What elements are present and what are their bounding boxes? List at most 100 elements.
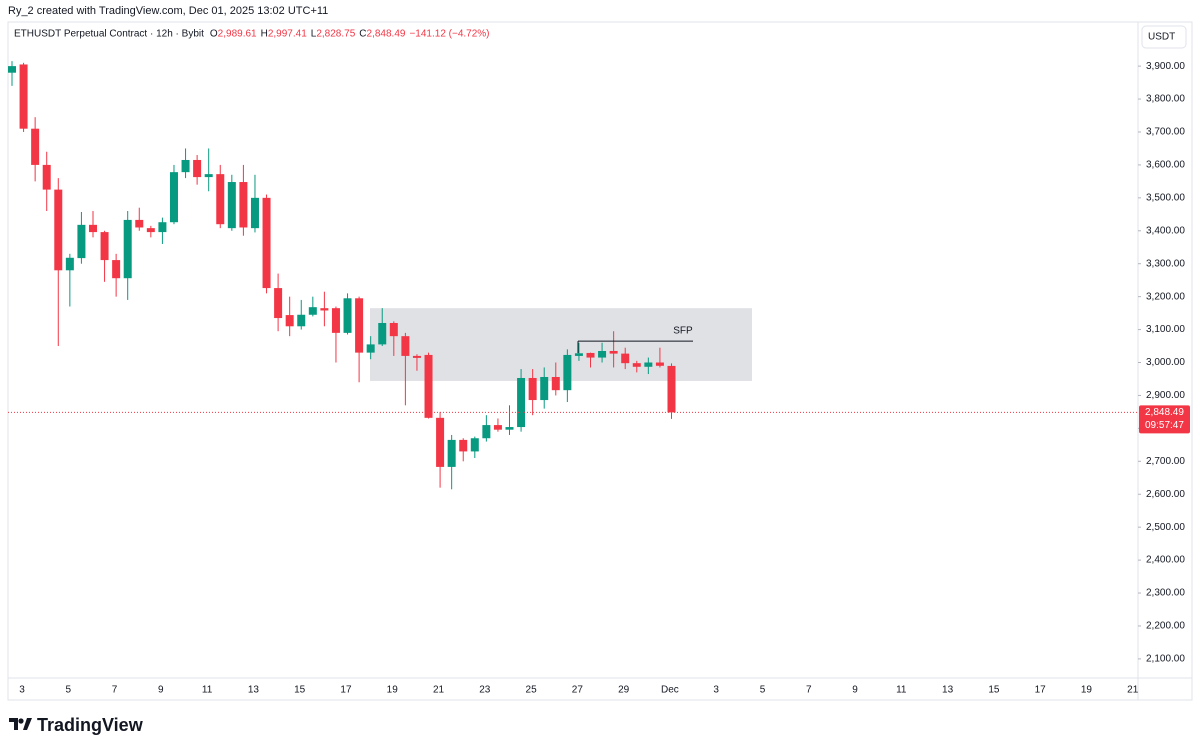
legend-value: 2,828.75 [316,29,355,40]
candle-body [401,336,410,356]
candle-body [193,159,202,178]
x-tick-label: 9 [158,685,164,696]
sfp-label: SFP [673,326,693,337]
candle-body [343,298,352,333]
candle-body [239,182,248,228]
x-tick-label: 23 [479,685,491,696]
candle-body [447,439,456,467]
y-tick-label: 2,300.00 [1146,588,1185,599]
candle-body [297,314,306,327]
candle-body [227,182,236,229]
price-tag-label: 2,848.49 [1145,407,1184,418]
candle-body [598,350,607,358]
countdown: 09:57:47 [1145,420,1184,431]
y-tick-label: 2,500.00 [1146,522,1185,533]
logo-icon [9,718,32,730]
candle-body [667,365,676,413]
legend-value: 2,989.61 [218,29,257,40]
candle-body [8,66,16,73]
candle-body [77,224,86,259]
candle-body [470,438,479,452]
y-tick-label: 2,900.00 [1146,390,1185,401]
y-tick-label: 3,300.00 [1146,258,1185,269]
symbol: ETHUSDT Perpetual Contract · 12h · Bybit [14,29,204,40]
y-tick-label: 3,500.00 [1146,192,1185,203]
candle-body [123,219,132,279]
price-tag [1139,405,1190,434]
x-tick-label: 5 [65,685,71,696]
candle-body [19,64,28,129]
legend-key: C [359,29,366,40]
x-tick-label: 15 [988,685,1000,696]
x-tick-label: 3 [713,685,719,696]
legend-key: H [261,29,268,40]
y-tick-label: 3,600.00 [1146,160,1185,171]
y-tick-label: 3,000.00 [1146,357,1185,368]
x-tick-label: 17 [1035,685,1047,696]
candle-body [528,377,537,401]
candle-body [551,376,560,391]
candle-body [505,427,514,430]
y-tick-label: 2,400.00 [1146,555,1185,566]
y-tick-label: 2,200.00 [1146,621,1185,632]
candle-body [586,352,595,358]
candle-body [378,322,387,345]
y-tick-label: 3,100.00 [1146,324,1185,335]
x-tick-label: 9 [852,685,858,696]
candle-body [366,344,375,353]
candle-body [65,257,74,271]
x-tick-label: 17 [340,685,352,696]
candle-body [146,228,155,233]
y-tick-label: 3,900.00 [1146,61,1185,72]
candle-body [274,288,283,319]
candle-body [436,417,445,467]
currency[interactable]: USDT [1148,32,1175,43]
candle-body [31,128,40,165]
legend: ETHUSDT Perpetual Contract · 12h · Bybit… [14,29,490,40]
candle-body [563,354,572,391]
candle-body [517,377,526,428]
candle-body [412,355,421,358]
x-tick-label: 21 [433,685,445,696]
currency-box[interactable] [1141,25,1187,49]
x-tick-label: 11 [896,685,907,696]
x-tick-label: 25 [526,685,538,696]
candle-body [100,232,109,261]
y-tick-label: 3,200.00 [1146,291,1185,302]
brand: TradingView [37,715,144,735]
y-tick-label: 2,100.00 [1146,654,1185,665]
candle-body [632,363,641,367]
candle-body [250,197,259,229]
candle-body [493,425,502,430]
x-tick-label: 21 [1127,685,1139,696]
candle-body [540,376,549,401]
candle-body [574,353,583,356]
candle-body [169,172,178,223]
candle-body [158,222,167,233]
candle-body [424,354,433,418]
x-tick-label: 29 [618,685,630,696]
candle-body [204,174,213,178]
candle-body [308,307,317,315]
candle-body [112,260,121,279]
legend-change: −141.12 (−4.72%) [409,29,489,40]
candle-body [262,197,271,289]
legend-value: 2,997.41 [268,29,307,40]
zone [370,308,752,381]
y-tick-label: 3,700.00 [1146,127,1185,138]
candle-body [181,159,190,173]
x-tick-label: 7 [112,685,118,696]
candle-body [482,425,491,439]
candle-body [609,350,618,354]
y-tick-label: 3,400.00 [1146,225,1185,236]
x-tick-label: 15 [294,685,306,696]
frame [7,21,1193,701]
legend-key: L [311,29,317,40]
x-tick-label: 5 [760,685,766,696]
candle-body [285,315,294,327]
candle-body [42,164,51,190]
candle-body [54,189,63,271]
x-tick-label: 3 [19,685,25,696]
candle-body [644,362,653,367]
